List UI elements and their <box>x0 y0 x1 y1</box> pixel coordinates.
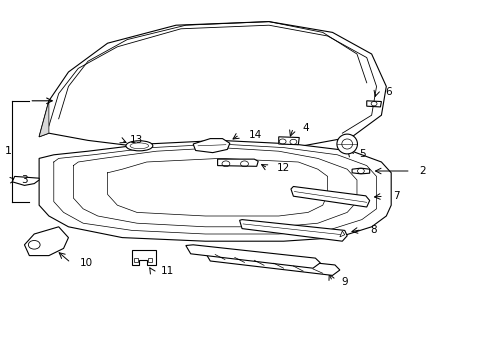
Text: 14: 14 <box>248 130 261 140</box>
Polygon shape <box>24 227 68 256</box>
Text: 6: 6 <box>385 87 391 97</box>
Polygon shape <box>351 168 369 174</box>
Text: 11: 11 <box>160 266 173 276</box>
Polygon shape <box>239 220 346 241</box>
Polygon shape <box>39 22 386 151</box>
Polygon shape <box>290 186 369 207</box>
Text: 9: 9 <box>341 276 347 287</box>
Text: 8: 8 <box>370 225 377 235</box>
Text: 3: 3 <box>21 175 28 185</box>
Bar <box>134 258 138 262</box>
Polygon shape <box>193 139 229 153</box>
Polygon shape <box>12 176 39 185</box>
Ellipse shape <box>126 141 152 151</box>
Ellipse shape <box>341 139 352 149</box>
Polygon shape <box>278 137 299 145</box>
Ellipse shape <box>336 134 357 154</box>
Text: 10: 10 <box>80 258 93 268</box>
Bar <box>148 258 152 262</box>
Polygon shape <box>39 140 390 241</box>
Polygon shape <box>339 231 344 237</box>
Polygon shape <box>185 245 320 268</box>
Polygon shape <box>132 250 155 265</box>
Text: 13: 13 <box>130 135 143 145</box>
Text: 12: 12 <box>276 163 289 173</box>
Polygon shape <box>39 101 49 137</box>
Polygon shape <box>205 252 339 275</box>
Polygon shape <box>366 101 381 107</box>
Ellipse shape <box>130 143 148 149</box>
Text: 7: 7 <box>392 191 399 201</box>
Text: 2: 2 <box>419 166 426 176</box>
Polygon shape <box>217 159 258 166</box>
Text: 4: 4 <box>302 123 308 133</box>
Text: 1: 1 <box>5 146 12 156</box>
Text: 5: 5 <box>359 149 366 159</box>
